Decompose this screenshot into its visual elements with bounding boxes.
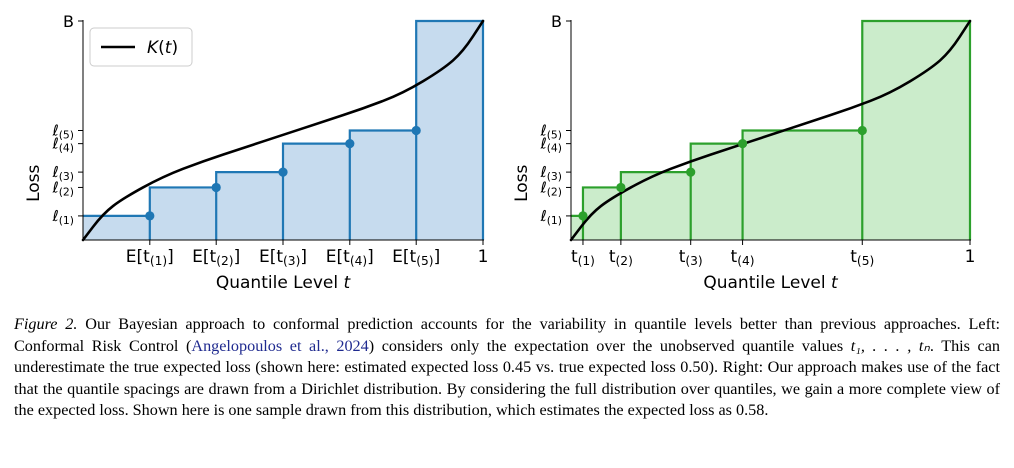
caption-math: t₁, . . . , tₙ	[850, 336, 930, 355]
series-line-K	[569, 19, 972, 242]
caption-text-3: . This can underestimate the true expect…	[14, 336, 1000, 420]
y-tick-label: B	[551, 12, 562, 31]
x-tick-label: t(1)	[571, 247, 595, 268]
x-axis-label: Quantile Level t	[216, 273, 352, 293]
x-tick-label: t(3)	[679, 247, 703, 268]
step-fill-area	[83, 21, 483, 240]
x-tick-label: E[t(3)]	[259, 247, 307, 268]
y-tick-label: ℓ(2)	[52, 178, 75, 198]
y-tick-label: ℓ(1)	[540, 207, 563, 227]
x-tick-label: 1	[478, 247, 489, 267]
y-tick-label: ℓ(4)	[52, 135, 75, 155]
step-point-marker	[278, 167, 288, 177]
x-tick-label: E[t(4)]	[326, 247, 374, 268]
step-outline	[83, 19, 485, 240]
step-point-marker	[145, 211, 155, 221]
y-axis-label: Loss	[512, 164, 532, 201]
legend-label: K(t)	[147, 38, 178, 58]
x-axis-label: Quantile Level t	[703, 273, 839, 293]
figure-canvas: E[t(1)] E[t(2)] E[t(3)] E[t(4)] E[t(5)] 1 ℓ(1)…	[24, 12, 975, 293]
step-point-marker	[345, 139, 355, 149]
step-point-marker	[211, 182, 221, 193]
figure-caption: Figure 2. Our Bayesian approach to confo…	[14, 314, 1000, 422]
y-tick-label: ℓ(2)	[540, 178, 563, 198]
y-tick-label: B	[63, 12, 74, 31]
step-point-marker	[616, 182, 626, 193]
left-panel: E[t(1)] E[t(2)] E[t(3)] E[t(4)] E[t(5)] 1 ℓ(1)…	[24, 12, 488, 293]
step-point-marker	[857, 125, 867, 136]
x-tick-label: t(5)	[850, 247, 874, 268]
x-tick-label: E[t(5)]	[392, 247, 440, 268]
y-tick-label: ℓ(3)	[540, 163, 563, 183]
caption-text-1: Our Bayesian approach to conformal predi…	[14, 315, 1000, 355]
x-tick-label: 1	[965, 247, 976, 267]
caption-label: Figure 2.	[14, 315, 78, 333]
citation-link[interactable]: Angelopoulos et al., 2024	[191, 336, 369, 355]
legend-box	[89, 27, 193, 67]
step-point-marker	[737, 139, 748, 149]
y-axis-label: Loss	[24, 164, 44, 201]
y-tick-label: ℓ(1)	[52, 207, 75, 227]
step-outline	[571, 19, 972, 240]
x-tick-label: t(4)	[731, 247, 755, 268]
legend: K(t)	[89, 27, 193, 67]
x-tick-label: E[t(2)]	[192, 247, 240, 268]
y-tick-label: ℓ(5)	[52, 122, 75, 142]
caption-text-2: ) considers only the expectation over th…	[368, 336, 851, 355]
y-tick-label: ℓ(5)	[540, 122, 563, 142]
right-panel: t(1) t(2) t(3) t(4) t(5) 1 ℓ(1) ℓ(2)ℓ(3) ℓ(4)ℓ(5…	[512, 12, 975, 293]
x-tick-label: t(2)	[609, 247, 633, 268]
x-tick-label: E[t(1)]	[126, 247, 174, 268]
y-tick-label: ℓ(4)	[540, 135, 563, 155]
y-tick-label: ℓ(3)	[52, 163, 75, 183]
step-point-marker	[411, 125, 421, 136]
step-point-marker	[578, 211, 588, 221]
step-point-marker	[686, 167, 696, 177]
series-line-K	[81, 19, 485, 242]
